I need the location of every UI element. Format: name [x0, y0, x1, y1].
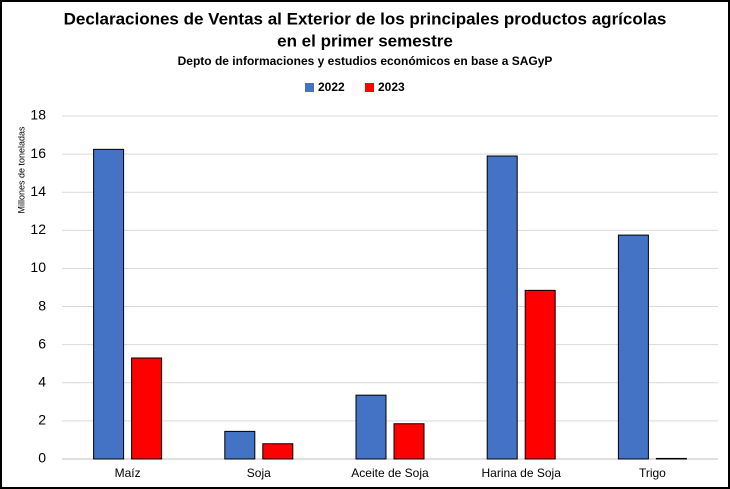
y-tick-label: 16	[30, 145, 46, 161]
bar	[393, 423, 425, 460]
x-tick-label: Aceite de Soja	[351, 466, 429, 480]
bar	[524, 289, 556, 460]
bar	[355, 394, 387, 460]
legend-swatch	[305, 83, 314, 92]
bar	[617, 234, 649, 460]
legend-label: 2023	[378, 80, 405, 94]
y-axis-label: Millones de toneladas	[16, 126, 26, 214]
y-tick-label: 4	[38, 373, 46, 389]
chart-title: en el primer semestre	[277, 31, 453, 50]
y-tick-label: 8	[38, 297, 46, 313]
bar	[486, 155, 518, 460]
legend-label: 2022	[318, 80, 345, 94]
y-tick-label: 0	[38, 450, 46, 466]
x-tick-label: Harina de Soja	[482, 466, 562, 480]
x-tick-label: Maíz	[115, 466, 141, 480]
bar	[224, 430, 256, 460]
chart-title: Declaraciones de Ventas al Exterior de l…	[64, 9, 667, 28]
y-tick-label: 10	[30, 259, 46, 275]
bar	[262, 443, 294, 460]
bar	[655, 457, 687, 460]
legend-swatch	[365, 83, 374, 92]
y-tick-label: 6	[38, 335, 46, 351]
y-tick-label: 18	[30, 107, 46, 123]
bar	[131, 357, 163, 460]
bar	[93, 148, 125, 460]
x-tick-label: Soja	[247, 466, 271, 480]
x-tick-label: Trigo	[639, 466, 666, 480]
chart-subtitle: Depto de informaciones y estudios económ…	[178, 54, 553, 68]
y-tick-label: 12	[30, 221, 46, 237]
y-tick-label: 14	[30, 183, 46, 199]
y-tick-label: 2	[38, 412, 46, 428]
